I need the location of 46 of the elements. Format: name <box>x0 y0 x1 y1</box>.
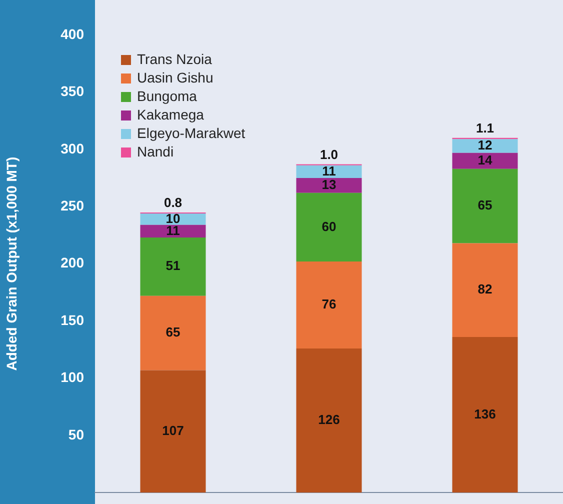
legend-label: Bungoma <box>137 88 198 104</box>
y-tick-label: 50 <box>68 426 84 442</box>
data-label: 65 <box>166 324 180 340</box>
bar <box>140 370 206 493</box>
bar <box>140 237 206 296</box>
data-label: 1.1 <box>476 120 494 136</box>
legend-label: Kakamega <box>137 106 204 122</box>
data-label: 76 <box>322 296 336 312</box>
y-tick-label: 400 <box>60 26 84 42</box>
bar <box>452 152 518 169</box>
bar <box>140 213 206 225</box>
y-tick-label: 300 <box>60 140 84 156</box>
data-label: 11 <box>322 163 336 178</box>
bar <box>140 224 206 238</box>
bar <box>452 337 518 493</box>
data-label: 60 <box>322 218 336 234</box>
bar <box>452 243 518 338</box>
legend-label: Elgeyo-Marakwet <box>137 124 246 141</box>
data-label: 82 <box>478 282 492 297</box>
data-label: 65 <box>478 198 492 213</box>
y-tick-label: 250 <box>60 197 84 214</box>
bar <box>296 192 362 262</box>
legend-label: Uasin Gishu <box>137 69 214 86</box>
bar <box>452 168 518 244</box>
y-tick-label: 150 <box>60 312 84 328</box>
bar <box>296 165 362 178</box>
data-label: 126 <box>318 412 340 428</box>
bar <box>140 296 206 370</box>
data-label: 14 <box>478 152 493 168</box>
y-tick-label: 200 <box>60 254 84 271</box>
legend-label: Nandi <box>137 143 174 160</box>
y-tick-label: 100 <box>60 369 84 386</box>
bar <box>296 348 362 493</box>
legend-label: Trans Nzoia <box>137 50 212 67</box>
y-axis-title: Added Grain Output (x1,000 MT) <box>3 156 20 371</box>
data-label: 0.8 <box>164 195 182 210</box>
bar <box>296 262 362 348</box>
bar <box>452 139 518 153</box>
data-label: 12 <box>478 138 492 153</box>
data-label: 1.0 <box>320 146 338 162</box>
data-label: 51 <box>166 258 180 274</box>
data-label: 13 <box>322 177 336 192</box>
data-label: 136 <box>474 406 496 422</box>
bar <box>296 178 362 193</box>
y-tick-label: 350 <box>60 83 84 100</box>
data-label: 107 <box>162 422 184 438</box>
